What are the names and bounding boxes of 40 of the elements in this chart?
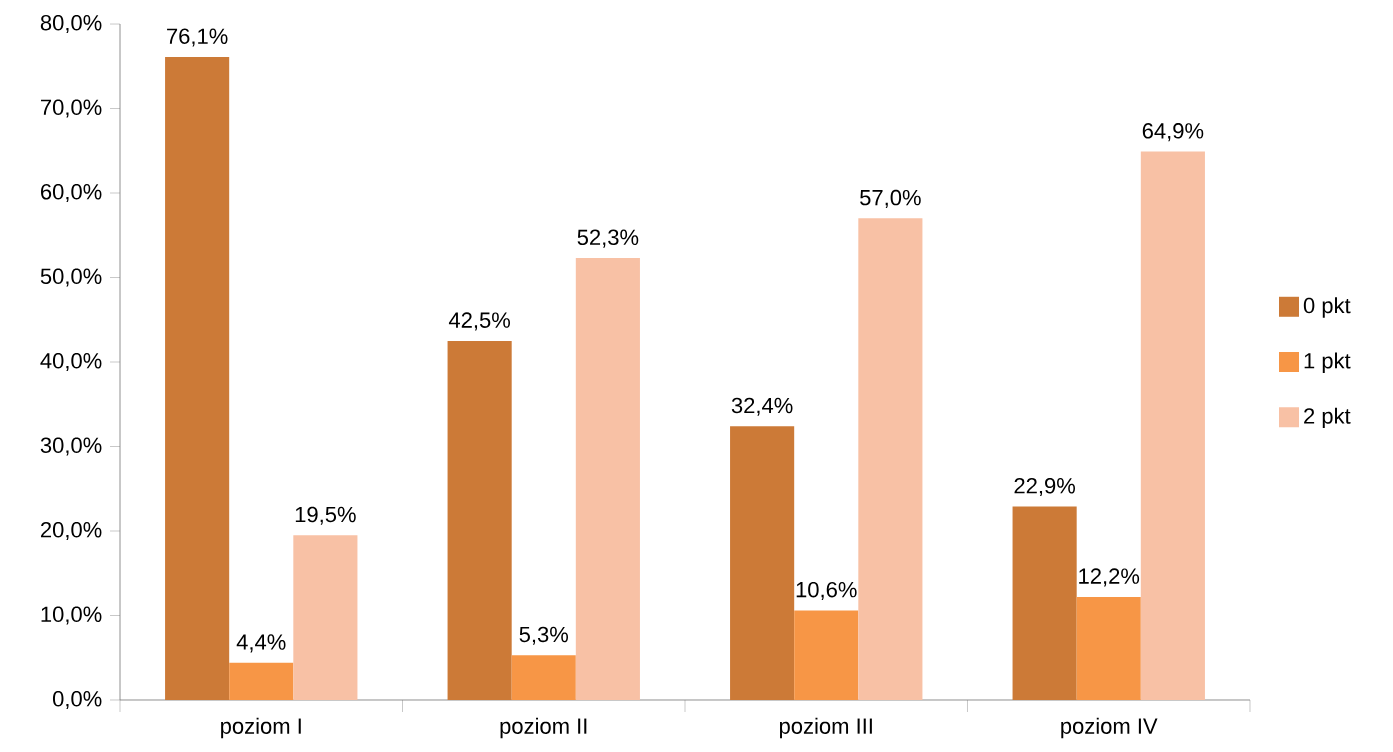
y-tick-label: 60,0% bbox=[41, 183, 102, 203]
data-label: 19,5% bbox=[295, 506, 356, 525]
y-tick-label: 10,0% bbox=[41, 606, 102, 625]
y-tick-label: 0,0% bbox=[52, 690, 102, 710]
bar bbox=[293, 535, 358, 700]
data-label: 52,3% bbox=[577, 229, 639, 248]
data-label: 42,5% bbox=[448, 312, 511, 331]
data-label: 57,0% bbox=[860, 189, 921, 208]
bar bbox=[229, 662, 294, 700]
data-label: 5,3% bbox=[519, 626, 569, 645]
bar bbox=[1012, 506, 1077, 700]
bar bbox=[1076, 596, 1141, 700]
bar bbox=[794, 610, 859, 700]
data-label: 4,4% bbox=[236, 634, 286, 653]
y-tick-label: 50,0% bbox=[40, 268, 102, 287]
legend-label: 0 pkt bbox=[1303, 297, 1351, 318]
data-label: 64,9% bbox=[1142, 123, 1204, 142]
data-label: 10,6% bbox=[796, 581, 857, 601]
x-tick-label: poziom III bbox=[779, 717, 872, 739]
data-label: 32,4% bbox=[731, 397, 793, 416]
y-tick-label: 80,0% bbox=[40, 14, 102, 34]
y-tick-label: 40,0% bbox=[40, 352, 102, 372]
data-label: 22,9% bbox=[1014, 477, 1075, 497]
x-tick-label: poziom I bbox=[221, 717, 301, 739]
legend-label: 2 pkt bbox=[1304, 407, 1351, 429]
x-tick-label: poziom IV bbox=[1061, 717, 1158, 739]
data-label: 12,2% bbox=[1079, 568, 1140, 587]
data-label: 76,1% bbox=[167, 28, 228, 47]
bar bbox=[447, 340, 512, 700]
y-tick-label: 30,0% bbox=[40, 437, 102, 456]
bar bbox=[730, 426, 795, 700]
y-tick-label: 70,0% bbox=[41, 99, 102, 118]
bar bbox=[575, 258, 640, 700]
legend-label: 1 pkt bbox=[1304, 352, 1351, 373]
bar bbox=[1140, 151, 1205, 700]
bar bbox=[165, 56, 230, 700]
bar bbox=[858, 218, 923, 700]
x-tick-label: poziom II bbox=[500, 717, 587, 739]
bar bbox=[511, 655, 576, 700]
y-tick-label: 20,0% bbox=[40, 521, 102, 541]
